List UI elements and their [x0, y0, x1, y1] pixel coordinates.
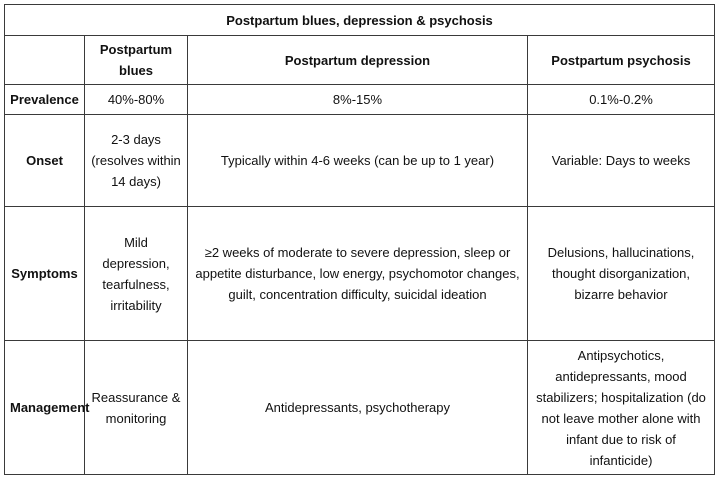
column-header-depression: Postpartum depression [187, 35, 528, 85]
symptoms-depression-cell: ≥2 weeks of moderate to severe depressio… [187, 206, 528, 341]
column-header-blues: Postpartum blues [84, 35, 188, 85]
row-header-symptoms: Symptoms [4, 206, 85, 341]
onset-depression-cell: Typically within 4-6 weeks (can be up to… [187, 114, 528, 207]
comparison-table-container: Postpartum blues, depression & psychosis… [3, 4, 716, 475]
postpartum-comparison-table: Postpartum blues, depression & psychosis… [3, 4, 716, 475]
prevalence-depression-cell: 8%-15% [187, 84, 528, 115]
management-psychosis-cell: Antipsychotics, antidepressants, mood st… [526, 340, 716, 475]
onset-psychosis-cell: Variable: Days to weeks [526, 114, 716, 207]
prevalence-blues-cell: 40%-80% [84, 84, 188, 115]
row-header-management: Management [4, 340, 89, 475]
column-header-row: Postpartum blues Postpartum depression P… [4, 35, 716, 85]
management-blues-cell: Reassurance & monitoring [84, 340, 188, 475]
row-header-prevalence: Prevalence [4, 84, 85, 115]
table-row-management: Management Reassurance & monitoring Anti… [4, 340, 716, 475]
corner-header-cell [4, 35, 85, 85]
table-title: Postpartum blues, depression & psychosis [3, 4, 716, 36]
symptoms-psychosis-cell: Delusions, hallucinations, thought disor… [526, 206, 716, 341]
row-header-onset: Onset [4, 114, 85, 207]
table-title-row: Postpartum blues, depression & psychosis [3, 4, 716, 36]
table-row-prevalence: Prevalence 40%-80% 8%-15% 0.1%-0.2% [4, 84, 716, 115]
management-depression-cell: Antidepressants, psychotherapy [187, 340, 528, 475]
prevalence-psychosis-cell: 0.1%-0.2% [526, 84, 716, 115]
table-row-symptoms: Symptoms Mild depression, tearfulness, i… [4, 206, 716, 341]
column-header-psychosis: Postpartum psychosis [526, 35, 716, 85]
symptoms-blues-cell: Mild depression, tearfulness, irritabili… [84, 206, 188, 341]
onset-blues-cell: 2-3 days (resolves within 14 days) [84, 114, 188, 207]
table-row-onset: Onset 2-3 days (resolves within 14 days)… [4, 114, 716, 207]
